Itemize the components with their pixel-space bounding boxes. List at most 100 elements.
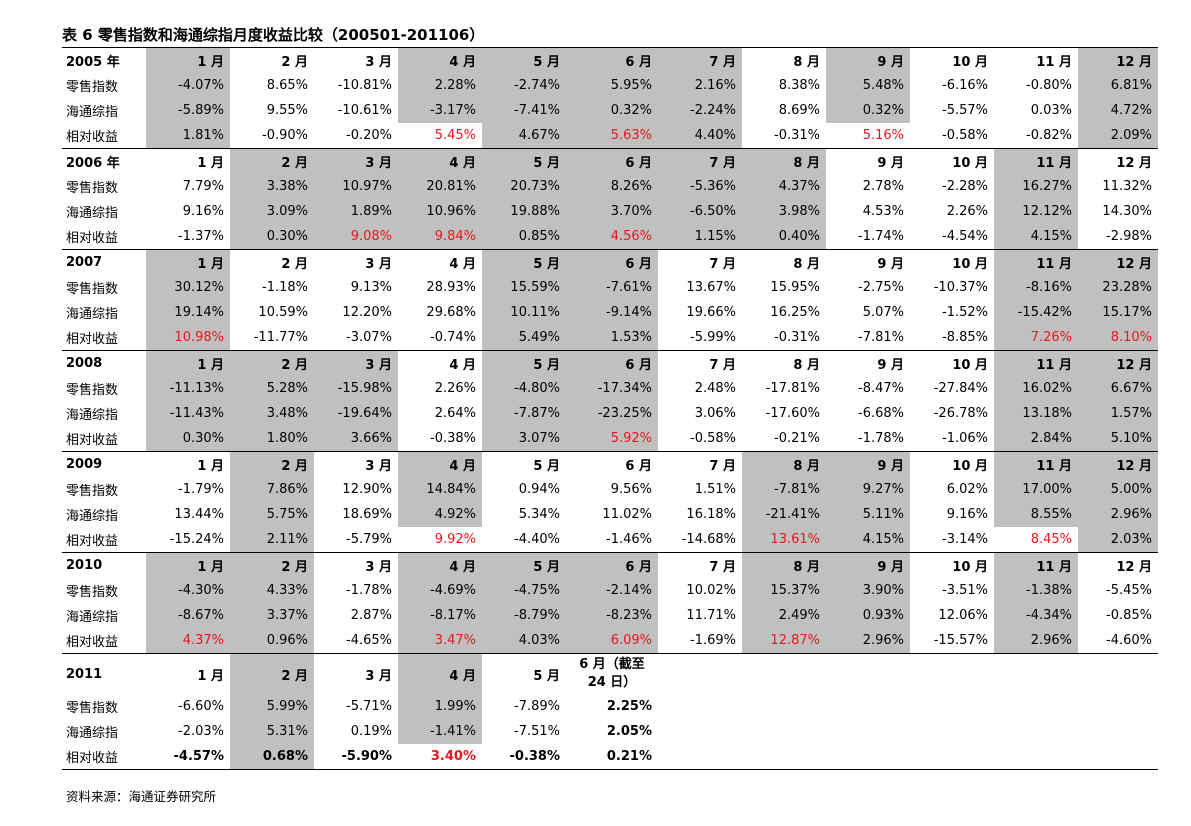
value-cell: -27.84% (933, 381, 988, 396)
month-header: 12 月 (1078, 148, 1158, 174)
value-cell: 4.67% (482, 123, 566, 149)
value-cell: -10.61% (337, 103, 392, 118)
value-cell: 4.15% (994, 224, 1078, 250)
value-cell: -8.79% (482, 603, 566, 628)
value-cell: -0.58% (942, 128, 988, 143)
value-cell: -19.64% (314, 401, 398, 426)
value-cell: 12.06% (938, 608, 988, 623)
value-cell: 3.90% (826, 578, 910, 603)
table-row: 相对收益 -15.24% 2.11% -5.79% 9.92% -4.40% -1.46% -… (62, 527, 1158, 553)
month-header: 5 月 (482, 350, 566, 376)
value-cell: -0.31% (774, 330, 820, 345)
value-cell: 19.88% (482, 199, 566, 224)
value-cell: -2.03% (178, 724, 224, 739)
empty-cell (826, 694, 910, 719)
value-cell: -5.89% (146, 98, 230, 123)
empty-cell (658, 744, 742, 770)
value-cell: 2.28% (398, 73, 482, 98)
month-header: 10 月 (910, 47, 994, 73)
month-header: 9 月 (826, 451, 910, 477)
value-cell: 4.03% (482, 628, 566, 654)
value-cell: -0.80% (1026, 78, 1072, 93)
value-cell: 17.00% (994, 477, 1078, 502)
value-cell: 0.32% (566, 98, 658, 123)
value-cell: -4.54% (942, 229, 988, 244)
value-cell: 5.28% (230, 376, 314, 401)
value-cell: 9.08% (314, 224, 398, 250)
value-cell: 3.07% (482, 426, 566, 452)
value-cell: 20.81% (398, 174, 482, 199)
value-cell: 5.34% (518, 507, 560, 522)
empty-cell (742, 719, 826, 744)
empty-cell (910, 653, 994, 694)
empty-cell (994, 744, 1078, 770)
month-header: 4 月 (398, 47, 482, 73)
month-header: 1 月 (146, 249, 230, 275)
value-cell: 3.47% (398, 628, 482, 654)
value-cell: 2.05% (606, 724, 652, 739)
value-cell: 6.09% (566, 628, 658, 654)
table-row: 相对收益 -4.57% 0.68% -5.90% 3.40% -0.38% 0.21% (62, 744, 1158, 770)
value-cell: 5.10% (1078, 426, 1158, 452)
month-header: 6 月（截至 24 日） (566, 653, 658, 694)
month-header: 7 月 (658, 451, 742, 477)
value-cell: 10.97% (314, 174, 398, 199)
source-note: 资料来源：海通证券研究所 (66, 789, 217, 804)
month-header: 2 月 (230, 350, 314, 376)
value-cell: 12.90% (342, 482, 392, 497)
value-cell: -10.81% (337, 78, 392, 93)
month-header: 3 月 (314, 350, 398, 376)
value-cell: -1.18% (262, 280, 308, 295)
value-cell: 11.02% (602, 507, 652, 522)
value-cell: 2.96% (826, 628, 910, 654)
value-cell: 14.30% (1102, 204, 1152, 219)
month-header: 6 月 (566, 451, 658, 477)
value-cell: 5.16% (862, 128, 904, 143)
empty-cell (994, 694, 1078, 719)
table-row: 零售指数 -1.79% 7.86% 12.90% 14.84% 0.94% 9.56% 1.5… (62, 477, 1158, 502)
table-row: 海通综指 9.16% 3.09% 1.89% 10.96% 19.88% 3.70% -6.5… (62, 199, 1158, 224)
table-title: 表 6 零售指数和海通综指月度收益比较（200501-201106） (62, 26, 485, 44)
value-cell: 9.13% (350, 280, 392, 295)
year-label: 2005 年 (62, 47, 146, 73)
value-cell: 10.02% (686, 583, 736, 598)
value-cell: -8.23% (566, 603, 658, 628)
month-header: 9 月 (826, 47, 910, 73)
value-cell: -0.90% (262, 128, 308, 143)
month-header: 11 月 (994, 350, 1078, 376)
month-header: 1 月 (146, 148, 230, 174)
value-cell: -1.41% (398, 719, 482, 744)
month-header: 6 月 (566, 552, 658, 578)
value-cell: 11.32% (1102, 179, 1152, 194)
value-cell: 4.53% (862, 204, 904, 219)
value-cell: 11.71% (686, 608, 736, 623)
value-cell: 19.14% (146, 300, 230, 325)
month-header: 5 月 (482, 653, 566, 694)
value-cell: 15.17% (1078, 300, 1158, 325)
value-cell: -17.81% (765, 381, 820, 396)
row-label: 零售指数 (66, 181, 119, 196)
table-row: 海通综指 -5.89% 9.55% -10.61% -3.17% -7.41% 0.32% -… (62, 98, 1158, 123)
month-header: 9 月 (826, 552, 910, 578)
month-header: 3 月 (314, 249, 398, 275)
value-cell: 16.27% (994, 174, 1078, 199)
value-cell: -3.17% (398, 98, 482, 123)
value-cell: -6.50% (658, 199, 742, 224)
value-cell: 29.68% (426, 305, 476, 320)
value-cell: -0.74% (430, 330, 476, 345)
value-cell: -4.60% (1106, 633, 1152, 648)
empty-cell (994, 719, 1078, 744)
month-header: 3 月 (314, 653, 398, 694)
value-cell: -15.98% (314, 376, 398, 401)
value-cell: 3.98% (742, 199, 826, 224)
month-header: 1 月 (146, 350, 230, 376)
value-cell: -5.79% (346, 532, 392, 547)
value-cell: 4.92% (398, 502, 482, 527)
row-label: 相对收益 (66, 534, 119, 549)
value-cell: 1.81% (146, 123, 230, 149)
row-label: 零售指数 (66, 484, 119, 499)
value-cell: -1.52% (942, 305, 988, 320)
